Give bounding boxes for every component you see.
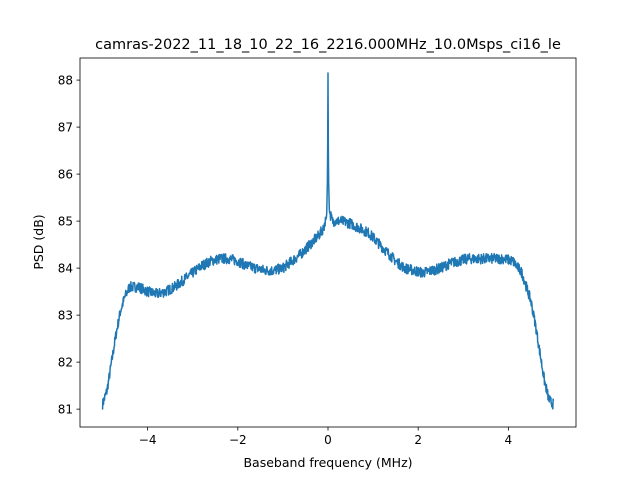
x-tick-label: 0 — [324, 433, 332, 447]
psd-line — [101, 72, 555, 410]
y-tick-label: 81 — [58, 403, 73, 417]
y-axis: 81 82 83 84 85 86 87 88 — [58, 74, 80, 417]
y-tick-label: 86 — [58, 168, 73, 182]
y-tick-label: 87 — [58, 121, 73, 135]
plot-area — [101, 72, 555, 410]
y-tick-label: 85 — [58, 215, 73, 229]
x-tick-label: −4 — [139, 433, 157, 447]
y-tick-label: 82 — [58, 356, 73, 370]
x-axis: −4 −2 0 2 4 — [139, 427, 512, 447]
y-tick-label: 88 — [58, 74, 73, 88]
chart-title: camras-2022_11_18_10_22_16_2216.000MHz_1… — [95, 37, 561, 53]
x-tick-label: −2 — [229, 433, 247, 447]
x-tick-label: 2 — [414, 433, 422, 447]
y-axis-label: PSD (dB) — [31, 214, 46, 269]
y-tick-label: 84 — [58, 262, 73, 276]
x-tick-label: 4 — [505, 433, 513, 447]
x-axis-label: Baseband frequency (MHz) — [243, 455, 412, 470]
y-tick-label: 83 — [58, 309, 73, 323]
